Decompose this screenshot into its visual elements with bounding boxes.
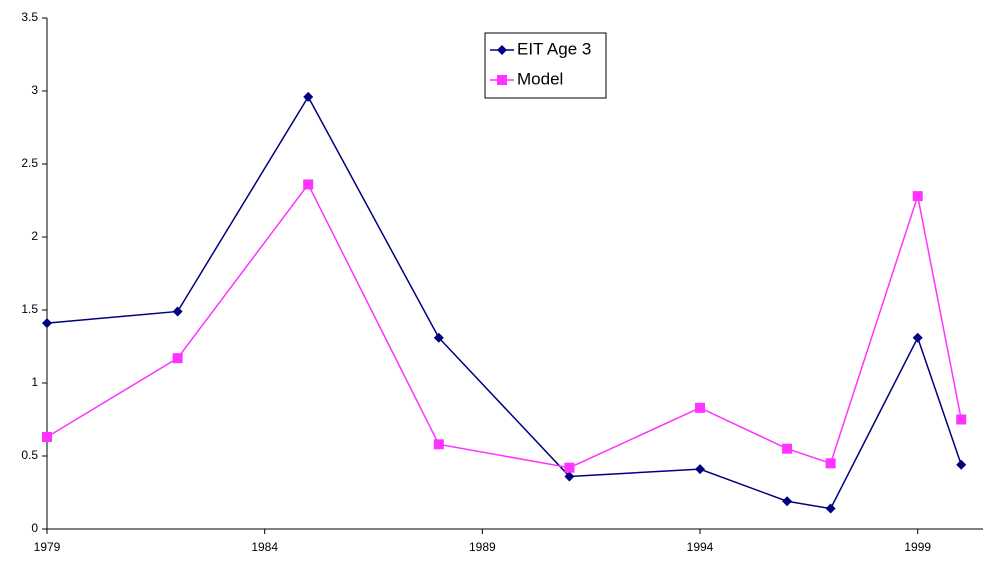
legend-marker (497, 45, 507, 55)
y-tick-label: 2 (31, 229, 38, 243)
legend: EIT Age 3 Model (484, 32, 607, 99)
y-tick-label: 0 (31, 521, 38, 535)
point (172, 306, 183, 317)
point (42, 432, 52, 443)
point (564, 462, 575, 473)
legend-label: Model (517, 69, 563, 88)
point (303, 179, 314, 190)
y-tick-label: 0.5 (21, 448, 38, 462)
point (433, 332, 444, 343)
x-tick-label: 1994 (687, 540, 714, 554)
point (695, 464, 706, 475)
x-tick-label: 1979 (34, 540, 61, 554)
series-line (46, 183, 962, 469)
series-line (46, 95, 962, 510)
point (303, 91, 314, 102)
legend-label: EIT Age 3 (517, 39, 591, 58)
point (695, 402, 706, 413)
x-tick-label: 1984 (251, 540, 278, 554)
point (912, 332, 923, 343)
point (956, 414, 967, 425)
legend-marker (497, 75, 507, 85)
point (782, 496, 793, 507)
point (956, 459, 967, 470)
point (825, 503, 836, 514)
y-tick-label: 3.5 (21, 10, 38, 24)
y-tick-label: 1 (31, 375, 38, 389)
point (912, 191, 923, 202)
point (42, 318, 52, 329)
x-tick-label: 1989 (469, 540, 496, 554)
y-tick-label: 3 (31, 83, 38, 97)
point (782, 443, 793, 454)
y-tick-label: 2.5 (21, 156, 38, 170)
legend-box (484, 32, 607, 99)
point (825, 458, 836, 469)
point (172, 353, 183, 364)
x-tick-label: 1999 (904, 540, 931, 554)
point (564, 471, 575, 482)
point (433, 439, 444, 450)
y-tick-label: 1.5 (21, 302, 38, 316)
